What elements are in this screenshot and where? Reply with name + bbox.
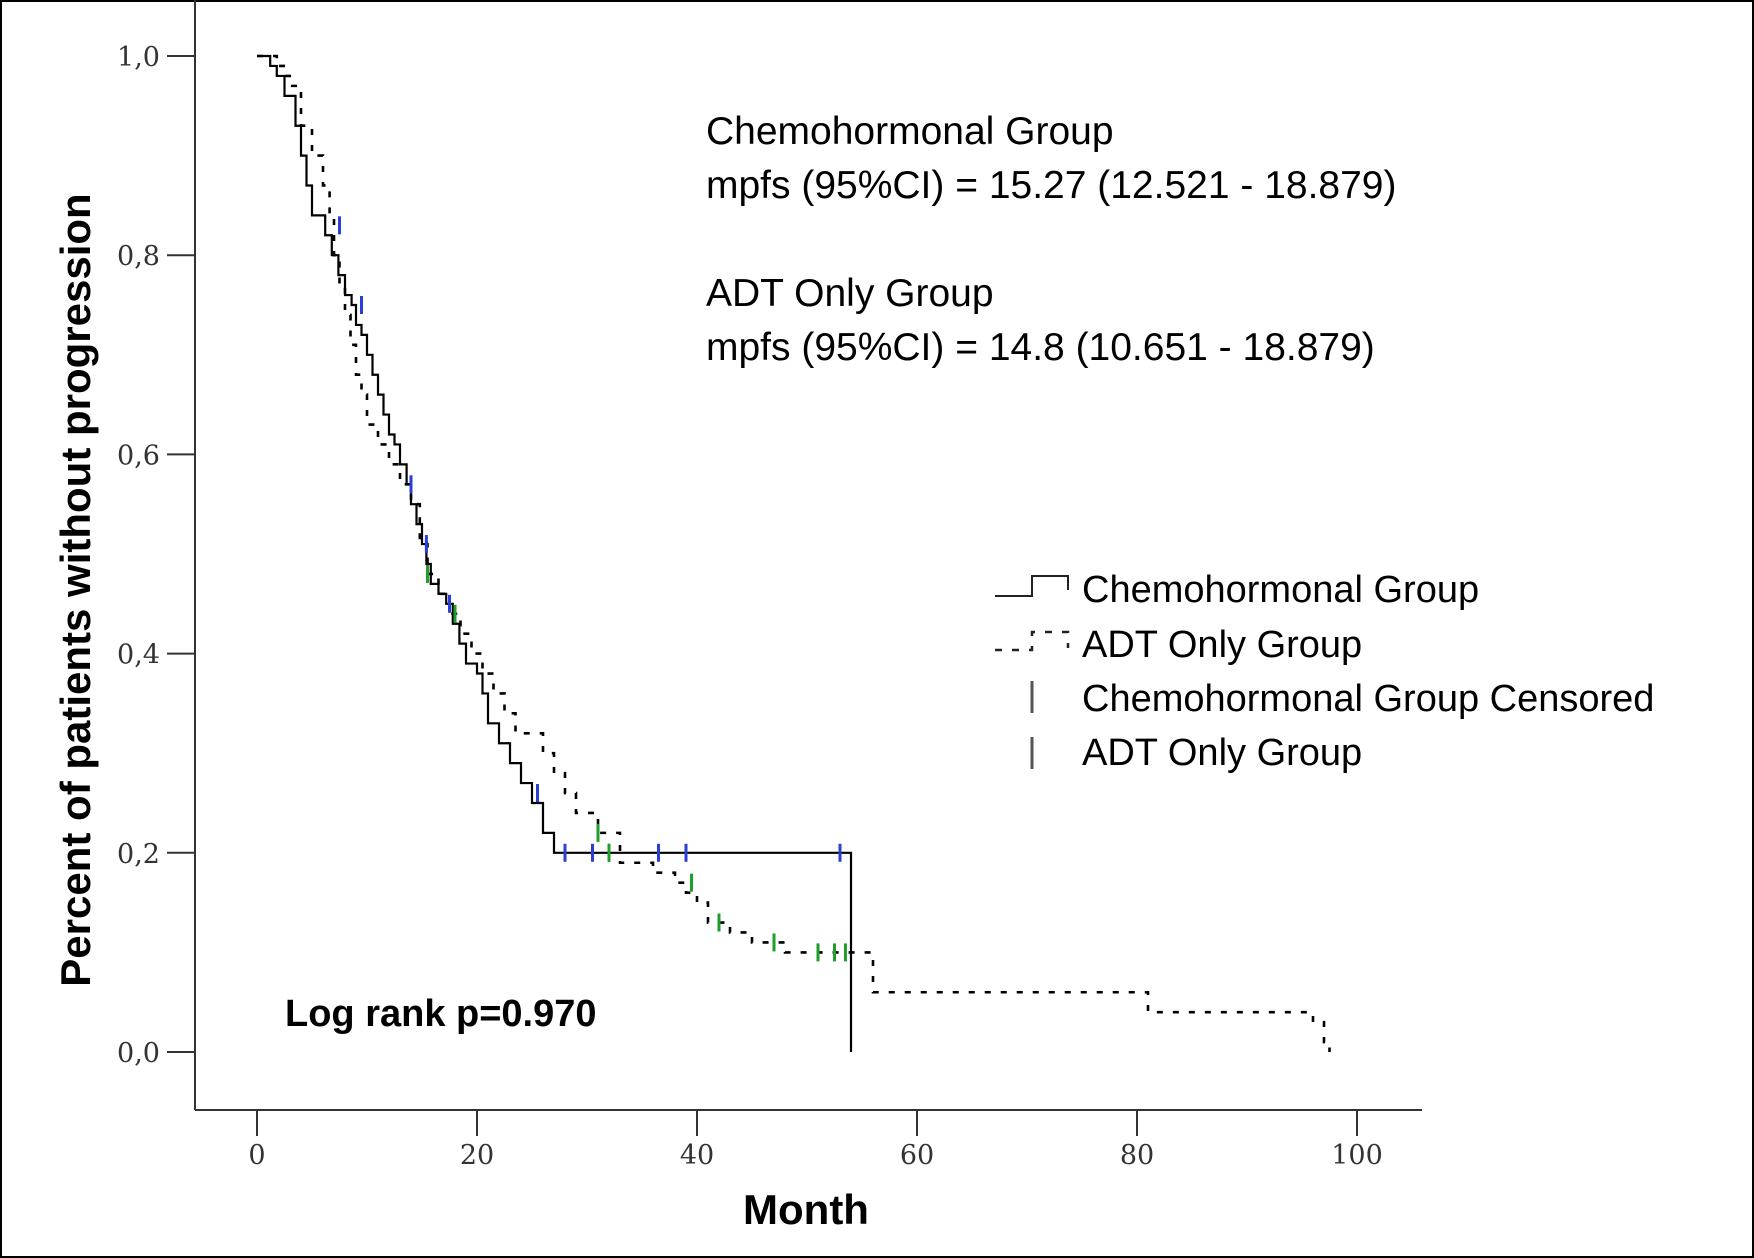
log-rank-label: Log rank p=0.970 bbox=[285, 993, 597, 1035]
annotation-chemo-title: Chemohormonal Group bbox=[706, 110, 1114, 153]
censor-marks bbox=[338, 216, 847, 962]
legend-dotted-step-icon bbox=[995, 630, 1070, 652]
annotation-chemo-mpfs: mpfs (95%CI) = 15.27 (12.521 - 18.879) bbox=[706, 164, 1396, 207]
series-layer bbox=[257, 54, 1331, 1052]
x-tick-label: 60 bbox=[900, 1140, 934, 1171]
legend-solid-step-icon bbox=[995, 575, 1069, 597]
legend-item-adt: ADT Only Group bbox=[1082, 624, 1362, 666]
x-tick-label: 80 bbox=[1120, 1140, 1154, 1171]
y-tick-label: 1,0 bbox=[117, 42, 160, 73]
x-tick-label: 100 bbox=[1331, 1140, 1383, 1171]
legend: Chemohormonal Group ADT Only Group Chemo… bbox=[995, 569, 1654, 774]
y-tick-label: 0,4 bbox=[117, 640, 160, 671]
x-axis-title: Month bbox=[743, 1186, 869, 1233]
y-axis-ticks: 0,0 0,2 0,4 0,6 0,8 1,0 bbox=[117, 42, 195, 1069]
y-tick-label: 0,8 bbox=[117, 241, 160, 272]
chemohormonal-curve bbox=[257, 54, 853, 1052]
annotation-adt-mpfs: mpfs (95%CI) = 14.8 (10.651 - 18.879) bbox=[706, 326, 1375, 369]
y-tick-label: 0,6 bbox=[117, 440, 160, 471]
legend-item-adt-censored: ADT Only Group bbox=[1082, 732, 1362, 774]
y-tick-label: 0,0 bbox=[117, 1038, 160, 1069]
x-tick-label: 0 bbox=[248, 1140, 265, 1171]
x-tick-label: 20 bbox=[460, 1140, 494, 1171]
annotation-adt-title: ADT Only Group bbox=[706, 272, 994, 315]
y-axis-title: Percent of patients without progression bbox=[52, 193, 99, 986]
y-tick-label: 0,2 bbox=[117, 839, 160, 870]
legend-item-chemo: Chemohormonal Group bbox=[1082, 569, 1479, 611]
legend-item-chemo-censored: Chemohormonal Group Censored bbox=[1082, 678, 1654, 720]
x-tick-label: 40 bbox=[680, 1140, 714, 1171]
x-axis-ticks: 0 20 40 60 80 100 bbox=[248, 1110, 1383, 1171]
